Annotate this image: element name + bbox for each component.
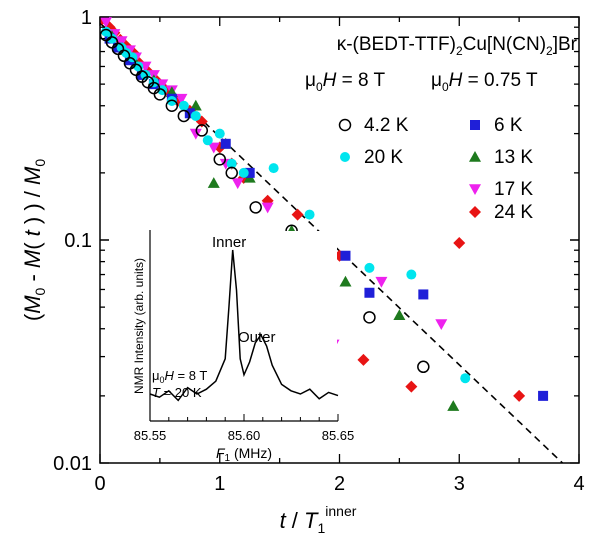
x-tick-label: 3 <box>454 473 465 495</box>
x-tick-label: 4 <box>573 473 584 495</box>
inset-ticks <box>149 414 339 421</box>
legend-label: 13 K <box>494 147 533 168</box>
data-point <box>190 110 201 121</box>
data-point <box>220 138 231 149</box>
data-point <box>364 262 375 273</box>
data-point <box>453 236 466 249</box>
data-point <box>406 269 417 280</box>
data-point <box>261 202 274 214</box>
inset-condition-temp: T = 20 K <box>152 385 202 400</box>
legend-marker <box>338 118 352 132</box>
data-point <box>417 360 430 374</box>
data-point <box>195 124 209 137</box>
legend-label: 24 K <box>494 202 533 223</box>
x-tick-label: 0 <box>94 473 105 495</box>
data-markers <box>100 17 549 411</box>
legend-header-075T: μ0H = 0.75 T <box>431 70 538 94</box>
inset-x-tick-label: 85.60 <box>228 428 261 443</box>
y-tick-label: 0.1 <box>64 230 92 252</box>
data-point <box>249 201 262 214</box>
data-point <box>375 276 388 288</box>
chart-title: κ-(BEDT-TTF)2Cu[N(CN)2]Br <box>337 34 578 58</box>
data-point <box>226 158 237 169</box>
data-point <box>178 100 189 111</box>
y-tick-label: 1 <box>81 7 92 29</box>
data-point <box>184 108 195 119</box>
data-point <box>418 289 429 300</box>
data-point <box>364 287 375 298</box>
data-point <box>304 209 315 220</box>
data-point <box>156 79 169 91</box>
data-point <box>214 128 225 139</box>
legend-marker <box>340 152 350 162</box>
legend-label: 17 K <box>494 179 533 200</box>
data-point <box>435 319 448 331</box>
data-point <box>339 275 352 287</box>
data-point <box>268 163 279 174</box>
data-point <box>447 400 460 411</box>
data-point <box>340 250 351 261</box>
data-point <box>166 96 177 107</box>
data-point <box>213 153 226 166</box>
data-point <box>106 33 117 44</box>
x-tick-label: 1 <box>214 473 225 495</box>
inset-x-tick-label: 85.55 <box>134 428 167 443</box>
legend-marker <box>469 184 481 195</box>
data-point <box>202 135 213 146</box>
data-point <box>231 178 244 190</box>
legend-header-8T: μ0H = 8 T <box>305 70 386 94</box>
legend-marker <box>469 151 481 162</box>
data-point <box>175 93 188 105</box>
legend-label: 4.2 K <box>364 115 409 136</box>
data-point <box>100 26 111 37</box>
data-point <box>207 177 220 188</box>
data-point <box>363 311 376 324</box>
data-point <box>291 208 304 221</box>
x-axis-title: t / T1inner <box>280 503 357 536</box>
data-point <box>460 373 471 384</box>
data-point <box>189 99 202 111</box>
data-point <box>115 36 128 48</box>
data-point <box>405 380 418 393</box>
data-point <box>100 17 112 28</box>
inset-x-tick-label: 85.65 <box>322 428 355 443</box>
data-point <box>538 390 549 401</box>
inset-annotation-outer: Outer <box>238 329 276 346</box>
y-tick-label: 0.01 <box>53 453 92 475</box>
legend-markers <box>338 118 481 218</box>
x-tick-label: 2 <box>334 473 345 495</box>
data-point <box>189 128 202 140</box>
axis-ticks <box>99 16 580 464</box>
inset-spectrum-line <box>149 249 339 402</box>
data-point <box>357 353 370 366</box>
data-point <box>513 389 526 402</box>
legend-label: 20 K <box>364 147 403 168</box>
data-point <box>153 88 167 101</box>
data-point <box>177 109 191 123</box>
legend-marker <box>470 120 480 130</box>
y-axis-title: (M0 - M( t ) ) / M0 <box>20 159 48 321</box>
data-point <box>207 142 220 154</box>
inset-spectrum: 85.55 85.60 85.65 F1 (MHz) NMR Intensity… <box>117 230 354 464</box>
data-point <box>238 167 249 178</box>
inset-annotation-inner: Inner <box>212 234 246 251</box>
legend-marker <box>469 206 481 218</box>
inset-x-axis-title: F1 (MHz) <box>216 445 272 464</box>
data-point <box>117 49 131 63</box>
legend-label: 6 K <box>494 115 523 136</box>
inset-condition-field: μ0H = 8 T <box>152 368 207 385</box>
data-point <box>225 166 238 180</box>
data-point <box>244 167 255 178</box>
inset-y-axis-title: NMR Intensity (arb. units) <box>132 258 146 394</box>
data-point <box>165 99 179 112</box>
data-point <box>393 309 406 321</box>
